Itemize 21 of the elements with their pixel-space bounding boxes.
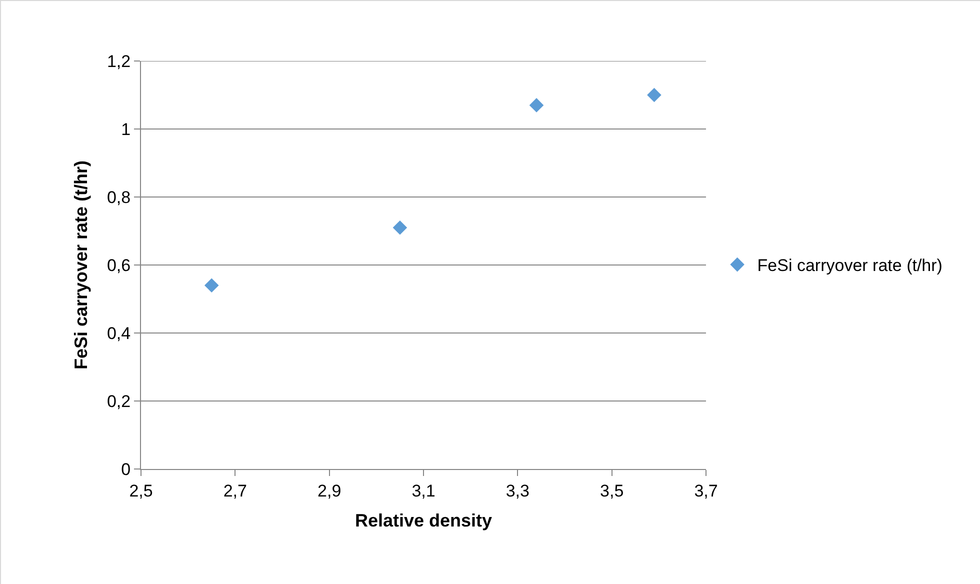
y-tick-label: 0 <box>121 460 131 479</box>
legend-label: FeSi carryover rate (t/hr) <box>757 256 942 276</box>
x-tick-label: 3,5 <box>600 481 624 500</box>
point <box>647 88 662 102</box>
y-tick-label: 0,6 <box>106 256 131 275</box>
x-tick-label: 3,1 <box>412 481 436 500</box>
x-tick-label: 3,3 <box>506 481 530 500</box>
x-tick-label: 3,7 <box>694 481 718 500</box>
y-axis-title: FeSi carryover rate (t/hr) <box>71 160 92 370</box>
point <box>392 220 408 235</box>
point <box>529 98 544 112</box>
y-tick-label: 0,2 <box>106 392 131 411</box>
x-axis-title: Relative density <box>354 510 492 530</box>
point <box>204 278 219 293</box>
y-tick-label: 0,4 <box>106 324 131 343</box>
y-tick-label: 1 <box>121 120 131 139</box>
x-tick-label: 2,7 <box>223 481 247 500</box>
y-tick-label: 1,2 <box>106 52 131 71</box>
y-tick-label: 0,8 <box>106 188 131 207</box>
x-tick-label: 2,9 <box>318 481 342 500</box>
x-tick-label: 2,5 <box>129 481 153 500</box>
